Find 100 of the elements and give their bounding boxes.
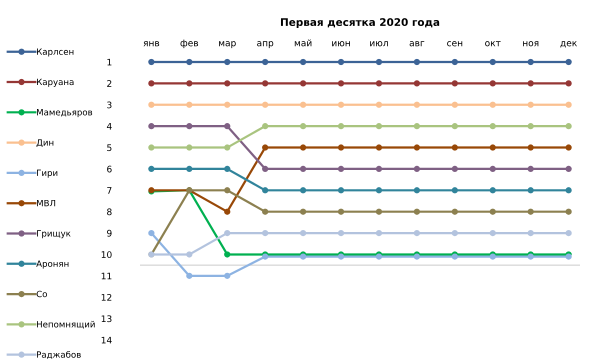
point [338,58,344,66]
point [338,230,344,236]
point [224,208,230,215]
y-tick-label: 2 [107,80,112,87]
y-tick-label: 8 [107,208,112,216]
point [186,123,192,130]
point [452,58,458,66]
point [300,187,306,194]
point [300,230,306,236]
point [148,102,155,108]
point [565,144,572,151]
point [300,123,306,130]
point [528,102,534,108]
point [528,187,534,194]
point [490,102,496,108]
legend-label: Мамедьяров [37,109,92,118]
point [528,208,534,215]
point [224,80,230,87]
point [490,230,496,236]
point [262,80,268,87]
legend-label: Непомнящий [37,320,95,329]
point [148,144,155,151]
y-tick-label: 6 [107,166,112,172]
legend-label: Каруана [37,78,74,87]
point [565,208,572,215]
x-tick-label: янв [144,41,160,46]
x-tick-label: апр [257,41,274,48]
legend-label: Со [36,290,47,298]
point [490,144,496,151]
point [376,102,382,108]
point [224,144,230,151]
point [148,80,155,87]
point [262,102,268,108]
point [224,251,230,258]
point [490,80,496,87]
point [414,166,420,172]
point [528,230,534,236]
y-tick-label: 11 [102,272,112,280]
legend-label: Раджабов [37,350,81,359]
point [414,102,420,108]
point [452,123,458,130]
point [452,208,458,215]
point [338,144,344,151]
point [186,166,192,172]
x-tick-label: фев [180,40,198,48]
point [414,123,420,130]
point [376,208,382,215]
point [452,102,458,108]
point [414,80,420,87]
point [224,58,230,66]
point [414,144,420,151]
point [300,144,306,151]
point [452,80,458,87]
point [565,166,572,172]
point [186,144,192,151]
point [452,187,458,194]
point [338,166,344,172]
point [376,230,382,236]
point [338,102,344,108]
x-tick-label: мар [219,41,236,48]
point [452,144,458,151]
point [376,123,382,130]
point [300,208,306,215]
legend-label: Грищук [37,230,71,238]
x-tick-label: окт [485,41,501,46]
point [186,272,192,279]
point [565,58,572,66]
point [300,58,306,66]
point [490,187,496,194]
point [338,187,344,194]
y-tick-label: 7 [107,187,112,194]
point [490,208,496,215]
y-tick-label: 14 [102,336,112,344]
legend-label: Карлсен [37,48,74,57]
point [338,208,344,215]
point [565,123,572,130]
point [452,166,458,172]
point [224,166,230,172]
point [565,102,572,108]
point [376,187,382,194]
point [565,230,572,236]
point [528,123,534,130]
y-tick-label: 12 [102,294,112,301]
legend-label: Дин [36,139,54,147]
y-tick-label: 3 [107,102,112,108]
y-tick-label: 4 [106,123,112,130]
x-tick-label: дек [560,41,577,48]
point [148,230,155,236]
y-tick-label: 9 [107,230,112,237]
point [262,123,268,130]
legend-label: МВЛ [37,200,56,206]
point [300,102,306,108]
point [186,80,192,87]
point [338,80,344,87]
point [376,80,382,87]
legend-label: Гири [37,170,58,178]
point [565,187,572,194]
point [224,230,230,236]
point [452,230,458,236]
point [262,187,268,194]
